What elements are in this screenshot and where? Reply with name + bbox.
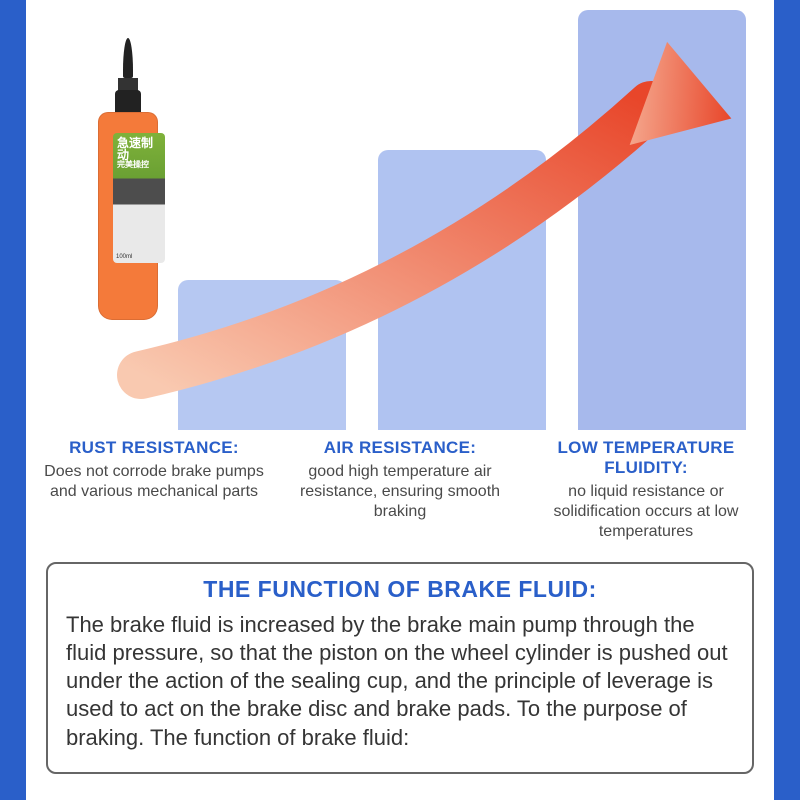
bar-2 bbox=[378, 150, 546, 430]
bar-3 bbox=[578, 10, 746, 430]
bottle-body: 急速制动 完美操控 100ml bbox=[98, 112, 158, 320]
feature-2: AIR RESISTANCE: good high temperature ai… bbox=[282, 438, 518, 542]
infographic-canvas: 急速制动 完美操控 100ml RUST RESISTANCE: Does no… bbox=[0, 0, 800, 800]
feature-1: RUST RESISTANCE: Does not corrode brake … bbox=[36, 438, 272, 542]
feature-3-title: LOW TEMPERATURE FLUIDITY: bbox=[528, 438, 764, 478]
feature-3-desc: no liquid resistance or solidification o… bbox=[528, 482, 764, 542]
feature-3: LOW TEMPERATURE FLUIDITY: no liquid resi… bbox=[528, 438, 764, 542]
feature-1-title: RUST RESISTANCE: bbox=[36, 438, 272, 458]
bar-chart: 急速制动 完美操控 100ml bbox=[26, 0, 774, 430]
feature-2-title: AIR RESISTANCE: bbox=[282, 438, 518, 458]
feature-row: RUST RESISTANCE: Does not corrode brake … bbox=[26, 430, 774, 542]
bottle-label: 急速制动 完美操控 100ml bbox=[113, 133, 165, 263]
info-body: The brake fluid is increased by the brak… bbox=[66, 611, 734, 752]
bottle-volume: 100ml bbox=[116, 254, 132, 260]
info-title: THE FUNCTION OF BRAKE FLUID: bbox=[66, 576, 734, 603]
bar-1 bbox=[178, 280, 346, 430]
info-box: THE FUNCTION OF BRAKE FLUID: The brake f… bbox=[46, 562, 754, 774]
product-bottle: 急速制动 完美操控 100ml bbox=[88, 20, 168, 320]
bottle-neck bbox=[115, 90, 141, 112]
feature-2-desc: good high temperature air resistance, en… bbox=[282, 462, 518, 522]
bottle-label-sub: 完美操控 bbox=[117, 161, 161, 169]
bottle-tip bbox=[123, 38, 133, 78]
bottle-label-main: 急速制动 bbox=[117, 137, 161, 161]
feature-1-desc: Does not corrode brake pumps and various… bbox=[36, 462, 272, 502]
